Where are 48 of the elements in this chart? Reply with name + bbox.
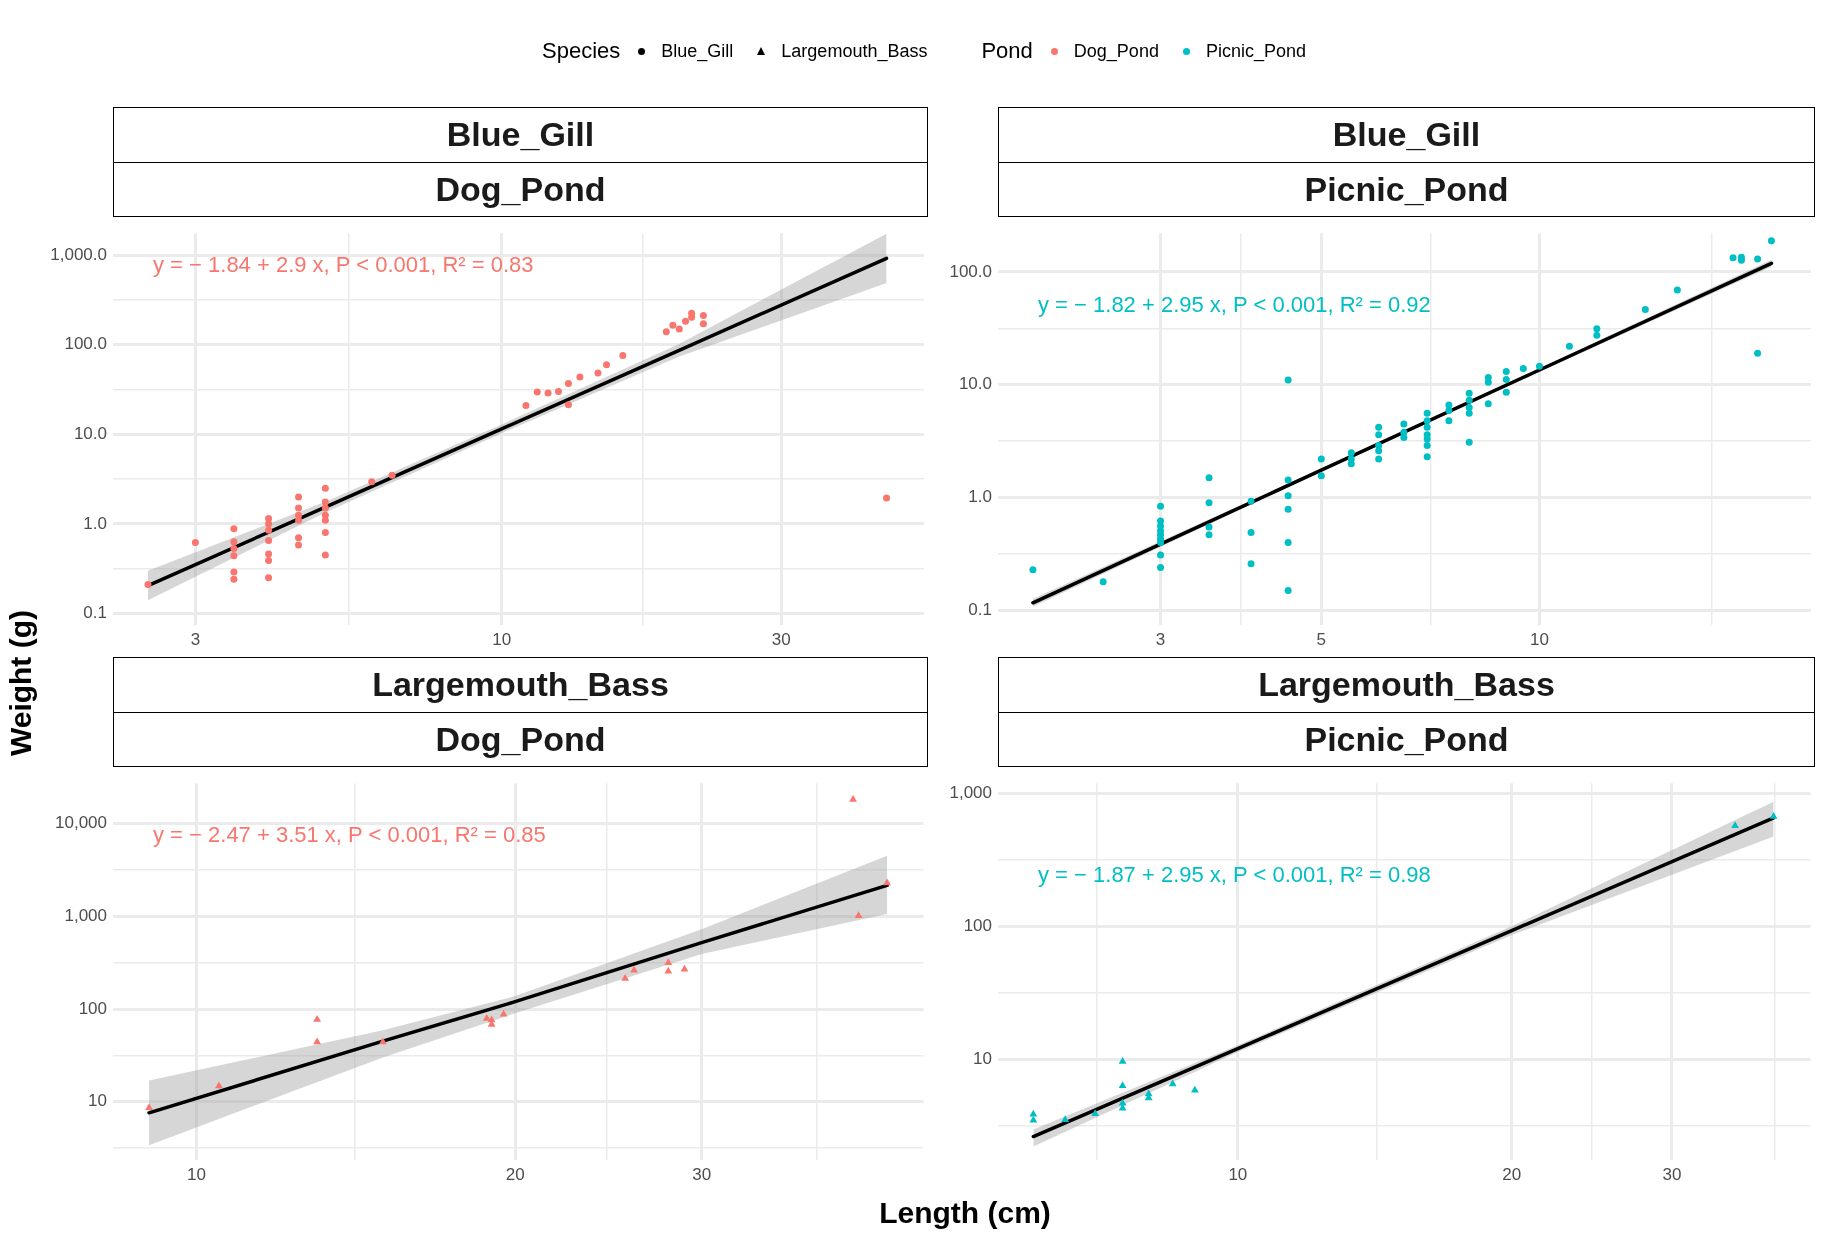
chart-subtitle: Picnic_Pond [999, 711, 1814, 766]
annotation: y = − 1.82 + 2.95 x, P < 0.001, R² = 0.92 [1038, 292, 1431, 318]
x-tick-label: 5 [1316, 630, 1327, 650]
y-tick-label: 100 [963, 916, 992, 936]
y-tick-label: 10 [973, 1048, 992, 1068]
chart-title: Largemouth_Bass [371, 664, 670, 706]
annotation: y = − 2.47 + 3.51 x, P < 0.001, R² = 0.85 [153, 822, 546, 848]
y-tick-label: 1,000 [64, 905, 107, 925]
chart-subtitle: Dog_Pond [114, 161, 927, 216]
x-tick-label: 30 [1662, 1165, 1682, 1185]
chart-subtitle: Picnic_Pond [999, 161, 1814, 216]
y-tick-label: 1.0 [83, 513, 107, 533]
x-tick-label: 30 [692, 1165, 712, 1185]
legend-title: Species [542, 38, 621, 64]
y-tick-label: 100 [78, 998, 107, 1018]
chart-subtitle: Dog_Pond [114, 711, 927, 766]
x-tick-label: 10 [1228, 1165, 1248, 1185]
chart-title: Largemouth_Bass [781, 40, 928, 61]
x-tick-label: 20 [505, 1165, 525, 1185]
chart-title: Largemouth_Bass [1257, 664, 1556, 706]
annotation: y = − 1.84 + 2.9 x, P < 0.001, R² = 0.83 [153, 252, 534, 278]
chart-title: Blue_Gill [1331, 114, 1482, 156]
x-tick-label: 10 [1529, 630, 1549, 650]
y-tick-label: 100.0 [949, 261, 992, 281]
y-tick-label: 100.0 [64, 334, 107, 354]
x-tick-label: 3 [190, 630, 201, 650]
y-axis-title: Weight (g) [4, 610, 38, 757]
annotation: y = − 1.87 + 2.95 x, P < 0.001, R² = 0.98 [1038, 862, 1431, 888]
x-tick-label: 3 [1155, 630, 1166, 650]
y-tick-label: 0.1 [83, 603, 107, 623]
x-axis-title: Length (cm) [878, 1196, 1052, 1230]
x-tick-label: 20 [1502, 1165, 1522, 1185]
x-tick-label: 10 [492, 630, 512, 650]
y-tick-label: 1,000.0 [50, 244, 107, 264]
y-tick-label: 10.0 [73, 424, 107, 444]
chart-title: Blue_Gill [445, 114, 596, 156]
legend-title: Pond [981, 38, 1033, 64]
y-tick-label: 10,000 [55, 813, 107, 833]
legend-label: Dog_Pond [1073, 40, 1159, 62]
y-tick-label: 10.0 [958, 374, 992, 394]
y-tick-label: 1,000 [949, 783, 992, 803]
legend-label: Picnic_Pond [1205, 40, 1306, 62]
chart-title: Blue_Gill [661, 40, 734, 61]
y-tick-label: 0.1 [968, 600, 992, 620]
y-tick-label: 1.0 [968, 487, 992, 507]
x-tick-label: 30 [771, 630, 791, 650]
y-tick-label: 10 [88, 1091, 107, 1111]
x-tick-label: 10 [187, 1165, 206, 1185]
